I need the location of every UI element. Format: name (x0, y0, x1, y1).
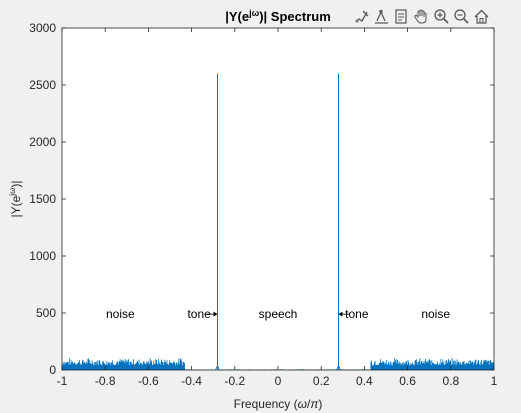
annotation-arrowhead-3 (338, 311, 343, 317)
tone-peak-base-2 (336, 364, 341, 371)
xlabel-omega: ω (298, 397, 307, 411)
x-axis-label: Frequency (ω/π) (234, 397, 323, 411)
tone-peak-base-1 (215, 364, 220, 371)
y-tick-label-0: 0 (49, 363, 56, 377)
tick-layer: -1 -0.8 -0.6 -0.4 -0.2 0 0.2 0.4 0.6 0.8 1 0 500 1000… (29, 21, 497, 388)
ylabel-main: |Y(e (9, 195, 23, 217)
x-tick-label-5: 0 (275, 374, 282, 388)
data-cursor-icon[interactable] (372, 7, 391, 26)
zoom-out-icon[interactable] (452, 7, 471, 26)
chart-title: |Y(ejω)| Spectrum (225, 8, 331, 24)
xlabel-sep: / (307, 397, 311, 411)
annotation-2: speech (259, 307, 298, 321)
export-icon[interactable] (392, 7, 411, 26)
annotation-1: tone (187, 307, 211, 321)
x-tick-label-6: 0.2 (313, 374, 330, 388)
x-tick-label-8: 0.6 (399, 374, 416, 388)
annotation-arrowhead-1 (213, 311, 218, 317)
pan-hand-icon[interactable] (412, 7, 431, 26)
x-tick-label-9: 0.8 (442, 374, 459, 388)
xlabel-end: ) (318, 397, 322, 411)
x-tick-label-10: 1 (491, 374, 498, 388)
x-tick-label-3: -0.4 (181, 374, 202, 388)
ylabel-superscript: jω (8, 188, 17, 197)
y-tick-label-1: 500 (36, 306, 56, 320)
y-tick-label-4: 2000 (29, 135, 56, 149)
y-tick-label-3: 1500 (29, 192, 56, 206)
x-tick-label-1: -0.8 (95, 374, 116, 388)
x-tick-label-0: -1 (57, 374, 68, 388)
ylabel-end: )| (9, 181, 23, 188)
noise-band-2 (370, 357, 494, 370)
axes-toolbar (352, 6, 491, 26)
zoom-in-icon[interactable] (432, 7, 451, 26)
x-tick-label-2: -0.6 (138, 374, 159, 388)
title-superscript: jω (248, 8, 260, 18)
home-icon[interactable] (472, 7, 491, 26)
axes-background (62, 28, 494, 370)
y-tick-label-5: 2500 (29, 78, 56, 92)
annotation-3: tone (345, 307, 369, 321)
annotation-0: noise (106, 307, 135, 321)
y-tick-label-6: 3000 (29, 21, 56, 35)
title-end: )| Spectrum (259, 9, 331, 24)
y-tick-label-2: 1000 (29, 249, 56, 263)
x-tick-label-7: 0.4 (356, 374, 373, 388)
annotation-4: noise (421, 307, 450, 321)
xlabel-main: Frequency ( (234, 397, 298, 411)
title-main: |Y(e (225, 9, 249, 24)
x-tick-label-4: -0.2 (224, 374, 245, 388)
annotation-layer: noise tone speech tone noise (106, 307, 450, 321)
xlabel-pi: π (310, 397, 319, 411)
y-axis-label: |Y(ejω)| (8, 181, 23, 218)
brush-icon[interactable] (352, 7, 371, 26)
